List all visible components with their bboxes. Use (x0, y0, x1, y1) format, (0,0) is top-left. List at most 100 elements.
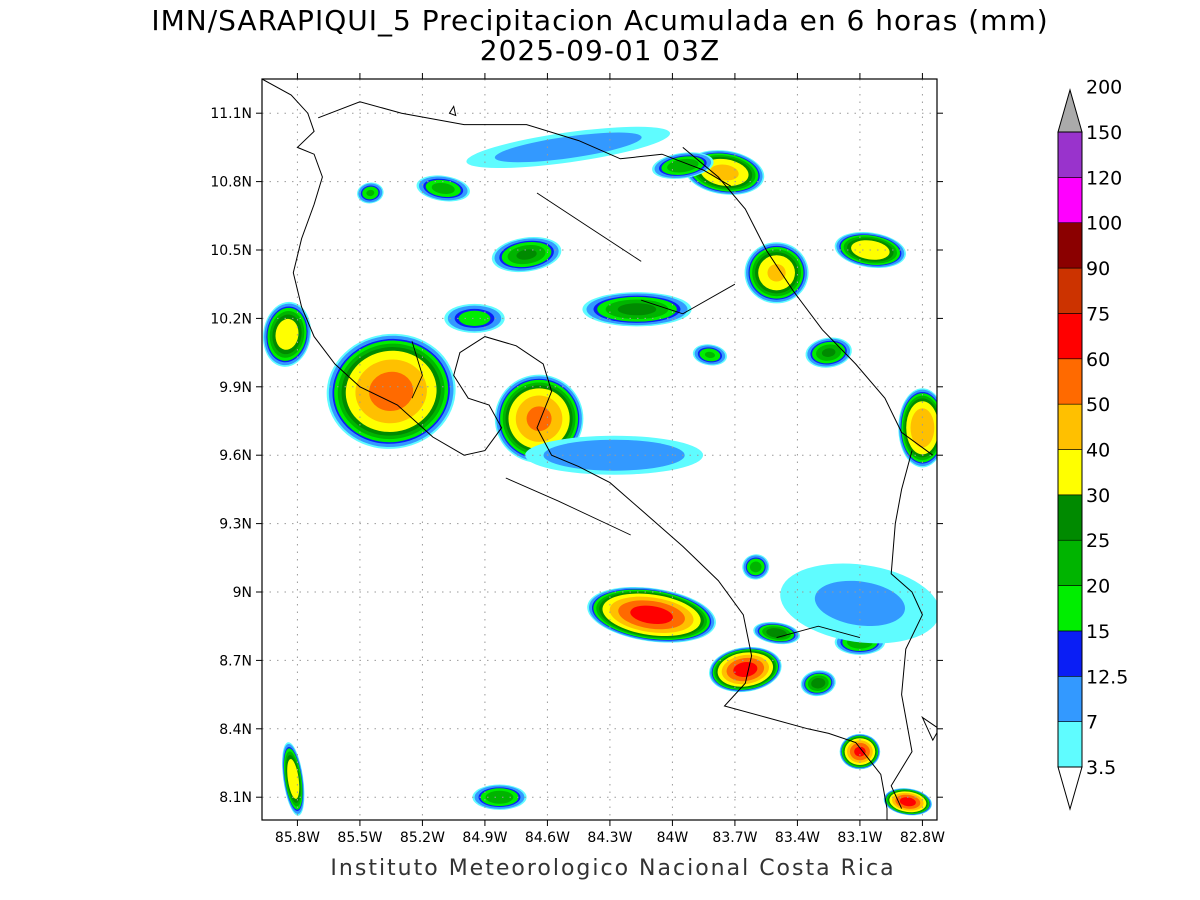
precip-cell (263, 301, 312, 367)
x-tick-label: 85.8W (275, 830, 320, 846)
pacific-coastline (262, 79, 888, 820)
x-tick-label: 83.4W (775, 830, 820, 846)
x-tick-label: 82.8W (900, 830, 945, 846)
precip-contour-25 (516, 249, 537, 260)
precip-cell (753, 621, 800, 645)
y-tick-label: 11.1N (210, 106, 252, 122)
legend-label: 20 (1086, 576, 1110, 598)
precip-contour-30 (275, 318, 299, 350)
precip-contour-7 (543, 439, 685, 471)
map-subtitle-datetime: 2025-09-01 03Z (479, 34, 721, 67)
legend-label: 50 (1086, 394, 1110, 416)
legend-swatch (1057, 494, 1083, 541)
y-tick-label: 9.9N (219, 380, 252, 396)
y-tick-label: 8.4N (219, 722, 252, 738)
precip-cell (742, 554, 770, 580)
precip-contour-7 (814, 580, 905, 626)
y-tick-label: 9N (233, 585, 252, 601)
legend-swatch (1057, 222, 1083, 269)
legend-label: 7 (1086, 712, 1098, 734)
legend-label: 25 (1086, 530, 1110, 552)
legend-frame (1057, 131, 1083, 768)
precip-cell (805, 337, 852, 368)
panama-border (890, 450, 923, 809)
province-boundary (776, 625, 861, 639)
legend-label: 100 (1086, 213, 1122, 235)
precip-contour-25 (811, 677, 826, 689)
precipitation-field (263, 126, 937, 816)
legend-label: 75 (1086, 303, 1110, 325)
precip-cell (780, 563, 937, 644)
precip-contour-60 (899, 797, 916, 807)
legend-swatch (1057, 403, 1083, 450)
precip-contour-25 (617, 303, 657, 316)
province-boundary (411, 341, 423, 399)
map-title: IMN/SARAPIQUI_5 Precipitacion Acumulada … (151, 4, 1049, 37)
legend-over-arrow (1057, 88, 1083, 133)
footer-credit: Instituto Meteorologico Nacional Costa R… (330, 856, 896, 881)
precip-contour-50 (526, 406, 552, 432)
legend-swatch (1057, 630, 1083, 677)
province-boundary (505, 477, 631, 536)
precip-cell (444, 303, 505, 333)
precip-contour-25 (821, 348, 836, 357)
precip-cell (494, 374, 584, 463)
x-tick-label: 84.9W (462, 830, 507, 846)
graticule-grid (262, 79, 937, 820)
precip-contour-25 (766, 628, 787, 638)
legend-swatch (1057, 131, 1083, 178)
precip-cell (883, 788, 932, 816)
precip-contour-20 (704, 351, 715, 359)
x-tick-label: 84.6W (525, 830, 570, 846)
precip-cell (326, 333, 456, 449)
province-boundary (536, 192, 642, 262)
precip-cell (416, 175, 470, 202)
precip-cell (587, 586, 716, 643)
legend-swatch (1057, 177, 1083, 224)
legend-swatch (1057, 449, 1083, 496)
x-tick-label: 83.7W (712, 830, 757, 846)
legend-label: 120 (1086, 167, 1122, 189)
plot-frame (261, 78, 938, 821)
precip-cell (898, 388, 937, 468)
precip-contour-20 (667, 158, 699, 173)
precip-cell (525, 435, 704, 475)
precip-cell (466, 126, 671, 169)
precip-cell (472, 784, 527, 810)
precip-cell (357, 182, 384, 204)
legend-swatch (1057, 675, 1083, 722)
political-boundaries (262, 79, 937, 820)
y-tick-label: 10.5N (210, 243, 252, 259)
precip-contour-15 (458, 310, 491, 326)
precip-cell (692, 344, 728, 366)
precip-cell (709, 646, 782, 693)
precip-contour-60 (630, 605, 673, 625)
precip-cell (744, 242, 809, 304)
legend-swatch (1057, 721, 1083, 768)
legend-swatch (1057, 358, 1083, 405)
legend-label: 30 (1086, 485, 1110, 507)
precip-cell (491, 237, 562, 273)
axis-ticks: 85.8W 85.5W 85.2W 84.9W 84.6W 84.3W 84W 83.7W 83… (210, 73, 945, 846)
x-tick-label: 85.5W (337, 830, 382, 846)
legend-label: 90 (1086, 258, 1110, 280)
precip-contour-7 (494, 132, 642, 163)
x-tick-label: 85.2W (400, 830, 445, 846)
y-tick-label: 10.2N (210, 311, 252, 327)
precip-cell (582, 292, 692, 327)
precip-contour-40 (767, 264, 786, 282)
precip-contour-40 (910, 408, 935, 448)
legend-label: 150 (1086, 122, 1122, 144)
legend-label: 60 (1086, 349, 1110, 371)
precip-contour-50 (369, 371, 414, 412)
precip-contour-20 (749, 561, 762, 573)
legend-swatch (1057, 585, 1083, 632)
legend-swatch (1057, 313, 1083, 360)
precip-contour-20 (485, 790, 514, 804)
legend-under-arrow (1057, 766, 1083, 811)
island-outline (448, 105, 457, 117)
legend-swatch (1057, 267, 1083, 314)
province-boundary (641, 283, 736, 315)
legend-swatch (1057, 539, 1083, 586)
